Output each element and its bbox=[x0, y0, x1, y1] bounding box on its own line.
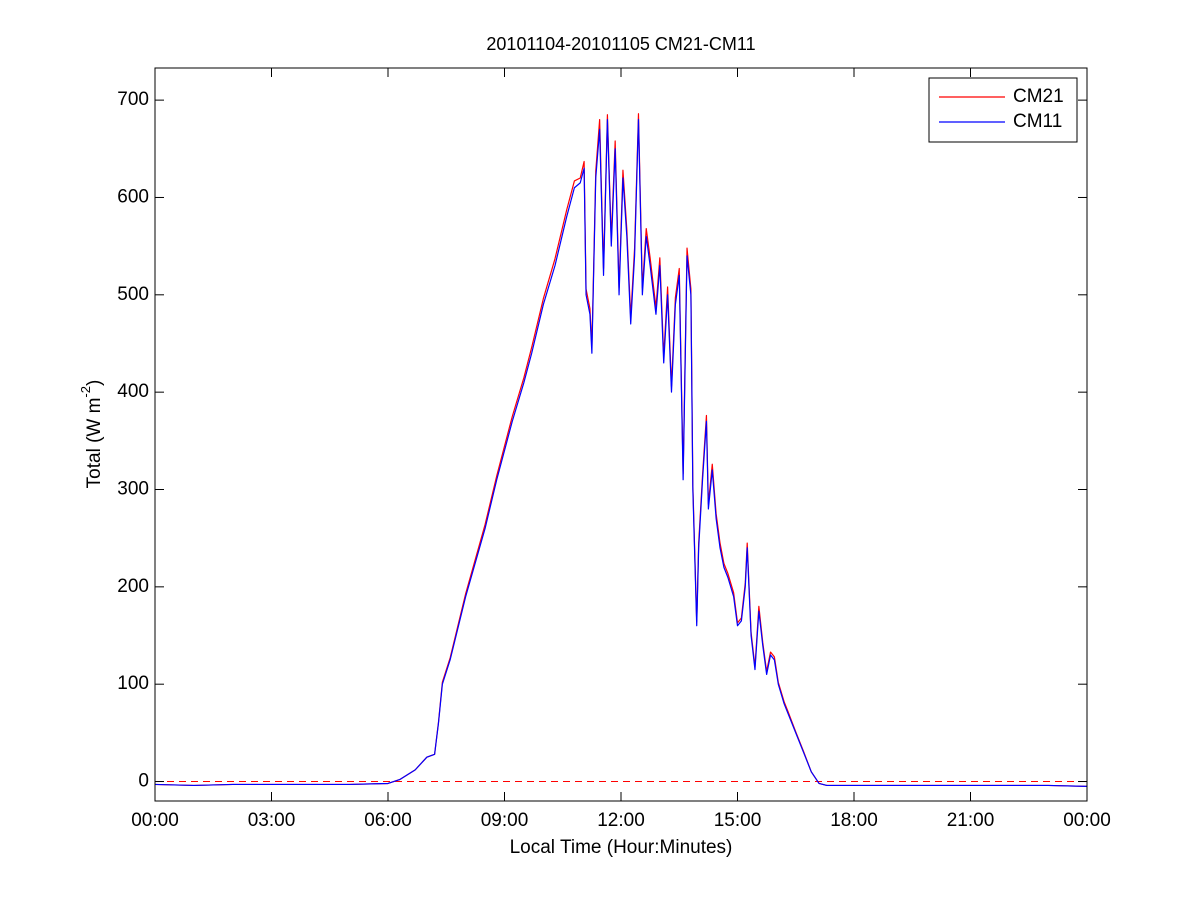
y-tick-label: 400 bbox=[117, 381, 149, 402]
y-tick-label: 0 bbox=[138, 771, 149, 792]
legend-box bbox=[928, 77, 1078, 143]
legend-label: CM11 bbox=[1013, 111, 1062, 132]
x-axis-label: Local Time (Hour:Minutes) bbox=[510, 837, 733, 858]
x-tick-label: 15:00 bbox=[714, 810, 762, 831]
legend: CM21 CM11 bbox=[928, 77, 1078, 143]
y-tick-label: 500 bbox=[117, 284, 149, 305]
y-axis-label-end: ) bbox=[84, 380, 105, 386]
x-tick-label: 18:00 bbox=[830, 810, 878, 831]
x-tick-label: 00:00 bbox=[131, 810, 179, 831]
y-tick-label: 600 bbox=[117, 186, 149, 207]
y-tick-label: 300 bbox=[117, 479, 149, 500]
y-axis-label-superscript: -2 bbox=[78, 386, 93, 398]
x-tick-label: 06:00 bbox=[364, 810, 412, 831]
y-tick-label: 200 bbox=[117, 576, 149, 597]
series-line bbox=[154, 118, 1088, 787]
x-tick-label: 12:00 bbox=[597, 810, 645, 831]
chart-title: 20101104-20101105 CM21-CM11 bbox=[486, 34, 755, 54]
y-tick-label: 700 bbox=[117, 89, 149, 110]
x-tick-label: 00:00 bbox=[1063, 810, 1111, 831]
x-tick-label: 09:00 bbox=[481, 810, 529, 831]
y-axis-label-main: Total (W m bbox=[84, 398, 105, 489]
x-tick-label: 03:00 bbox=[248, 810, 296, 831]
y-axis-label: Total (W m-2) bbox=[78, 380, 105, 489]
x-tick-label: 21:00 bbox=[947, 810, 995, 831]
y-tick-label: 100 bbox=[117, 673, 149, 694]
legend-label: CM21 bbox=[1013, 86, 1064, 107]
